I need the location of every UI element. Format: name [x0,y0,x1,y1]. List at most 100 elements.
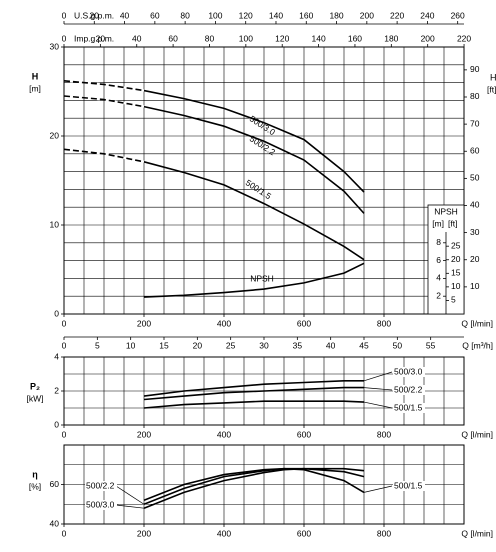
leader-line [115,504,145,509]
leader-line [363,371,393,382]
y2-tick-label: 20 [470,254,480,264]
curve [143,386,364,401]
x-tick-label: 600 [297,429,311,439]
x-axis-label: Q [l/min] [461,528,493,538]
label-bg [85,481,117,491]
x-tick-label: 600 [297,318,311,328]
top-axis-tick-label: 160 [299,10,313,20]
top-axis-tick-label: 120 [239,10,253,20]
y-tick-label: 4 [54,351,59,361]
y-tick-label: 0 [54,419,59,429]
x2-tick-label: 55 [426,340,436,350]
top-axis-tick-label: 260 [451,10,465,20]
x2-tick-label: 5 [95,340,100,350]
x2-tick-label: 35 [293,340,303,350]
leader-line [363,387,393,391]
x-tick-label: 800 [377,318,391,328]
y2-tick-label: 10 [470,281,480,291]
curve [143,467,365,509]
npsh-ft-tick-label: 5 [451,295,456,305]
x-tick-label: 0 [62,429,67,439]
x2-tick-label: 0 [62,340,67,350]
label-bg [393,403,425,413]
curve-label: 500/3.0 [394,366,423,376]
y-tick-label: 40 [50,518,60,528]
y2-axis-label: H [490,72,496,82]
npsh-m-tick-label: 2 [436,290,441,300]
x-tick-label: 800 [377,528,391,538]
x2-tick-label: 30 [259,340,269,350]
y2-axis-unit: [ft] [487,84,496,94]
y2-tick-label: 40 [470,200,480,210]
npsh-title: NPSH [434,206,458,216]
x2-tick-label: 50 [393,340,403,350]
top-axis-label: Imp.g.p.m. [74,33,114,43]
y2-tick-label: 30 [470,227,480,237]
top-axis-tick-label: 0 [62,33,67,43]
top-axis-label: U.S.g.p.m. [74,10,114,20]
leader-line [363,485,393,493]
curve [143,262,365,298]
top-axis-tick-label: 140 [269,10,283,20]
top-axis-tick-label: 20 [90,10,100,20]
npsh-m-unit: [m] [432,218,444,228]
y2-tick-label: 80 [470,91,480,101]
top-axis-tick-label: 60 [168,33,178,43]
npsh-ft-tick-label: 20 [451,254,461,264]
y-axis-label: η [32,469,38,479]
x2-axis-label: Q [m³/h] [462,340,493,350]
x-tick-label: 400 [217,429,231,439]
x-tick-label: 200 [137,429,151,439]
top-axis-tick-label: 80 [205,33,215,43]
label-bg [393,385,425,395]
curve [143,400,365,409]
y-axis-unit: [kW] [27,393,44,403]
curve [143,467,365,502]
curve [63,148,365,261]
y2-tick-label: 60 [470,145,480,155]
y2-tick-label: 90 [470,64,480,74]
x2-tick-label: 15 [159,340,169,350]
leader-line [363,401,393,409]
y-tick-label: 60 [50,479,60,489]
y-axis-unit: [m] [29,83,41,93]
x-axis-label: Q [l/min] [461,318,493,328]
leader-line [115,485,145,505]
x-tick-label: 400 [217,528,231,538]
x-tick-label: 200 [137,318,151,328]
x-tick-label: 200 [137,528,151,538]
top-axis-tick-label: 220 [457,33,471,43]
x2-tick-label: 10 [126,340,136,350]
x2-tick-label: 45 [359,340,369,350]
x-tick-label: 400 [217,318,231,328]
top-axis-tick-label: 40 [132,33,142,43]
y-tick-label: 30 [50,41,60,51]
npsh-ft-unit: [ft] [448,218,457,228]
top-axis-tick-label: 80 [180,10,190,20]
y-tick-label: 20 [50,130,60,140]
y-tick-label: 0 [54,308,59,318]
x2-tick-label: 40 [326,340,336,350]
npsh-ft-tick-label: 25 [451,240,461,250]
npsh-ft-tick-label: 15 [451,268,461,278]
npsh-m-tick-label: 6 [436,255,441,265]
top-axis-tick-label: 160 [348,33,362,43]
curve-label: 500/2.2 [394,384,423,394]
label-bg [393,481,425,491]
x-tick-label: 0 [62,318,67,328]
top-axis-tick-label: 20 [96,33,106,43]
npsh-m-tick-label: 4 [436,273,441,283]
label-bg [393,367,425,377]
y-axis-label: P₂ [30,381,40,391]
top-axis-tick-label: 120 [275,33,289,43]
y-tick-label: 10 [50,219,60,229]
curve [63,80,365,193]
top-axis-tick-label: 60 [150,10,160,20]
y-tick-label: 2 [54,385,59,395]
top-axis-tick-label: 200 [421,33,435,43]
label-bg [85,500,117,510]
curve-label: 500/1.5 [394,480,423,490]
curve-label: NPSH [250,273,274,283]
npsh-ft-tick-label: 10 [451,281,461,291]
